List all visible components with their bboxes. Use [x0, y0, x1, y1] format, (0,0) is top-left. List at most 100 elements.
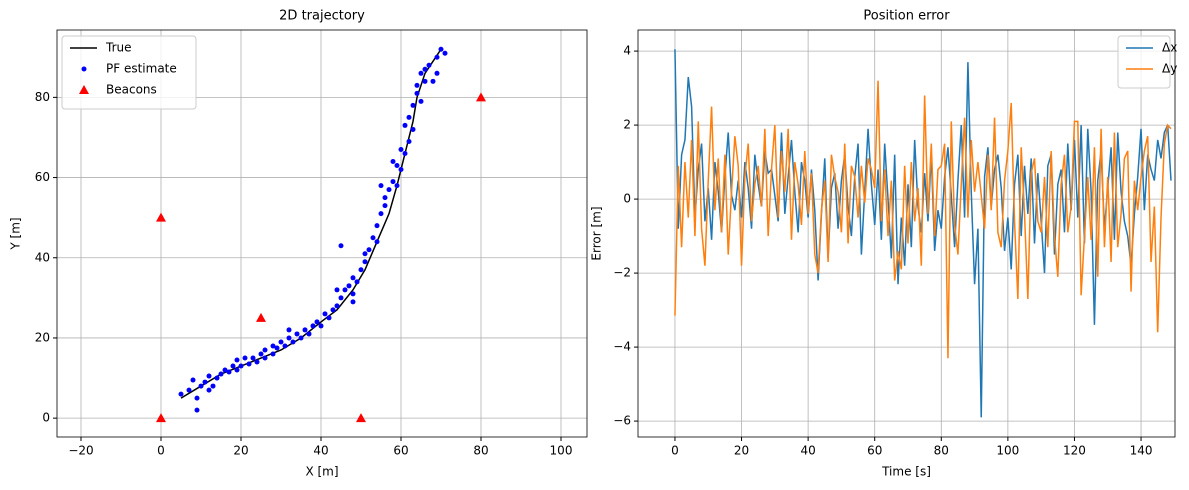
point	[246, 361, 252, 367]
point	[234, 367, 240, 373]
point	[374, 223, 380, 229]
point	[426, 62, 432, 68]
point	[350, 291, 356, 297]
point	[394, 163, 400, 169]
y-tick-label: 80	[35, 90, 50, 104]
point	[226, 369, 232, 375]
point	[330, 307, 336, 313]
x-tick-label: 40	[313, 444, 328, 458]
point	[402, 122, 408, 128]
point	[278, 339, 284, 345]
legend-label: Δy	[1162, 62, 1177, 76]
point	[434, 70, 440, 76]
point	[326, 315, 332, 321]
legend-box	[1117, 35, 1171, 89]
point	[262, 347, 268, 353]
point	[406, 114, 412, 120]
point	[386, 187, 392, 193]
point	[258, 351, 264, 357]
line	[674, 80, 1172, 359]
beacon	[476, 92, 486, 102]
y-tick-label: 0	[623, 192, 631, 206]
legend-box	[61, 35, 197, 110]
point	[402, 151, 408, 157]
y-axis-label: Y [m]	[9, 217, 23, 250]
point	[322, 311, 328, 317]
x-tick-label: 80	[934, 444, 949, 458]
x-axis-label: X [m]	[305, 465, 338, 479]
point	[438, 46, 444, 52]
point	[442, 50, 448, 56]
axes-frame	[56, 29, 588, 438]
chart-title: Position error	[863, 9, 950, 24]
plot-area	[156, 46, 486, 423]
plot-area	[674, 49, 1172, 418]
point	[194, 407, 200, 413]
point	[382, 195, 388, 201]
point	[222, 367, 228, 373]
point	[398, 146, 404, 152]
x-tick-label: 20	[233, 444, 248, 458]
point	[286, 327, 292, 333]
point	[410, 102, 416, 108]
y-tick-label: 2	[623, 118, 631, 132]
beacon	[156, 413, 166, 423]
point	[274, 345, 280, 351]
x-tick-label: 100	[550, 444, 573, 458]
beacon	[256, 312, 266, 322]
point	[370, 235, 376, 241]
point	[190, 377, 196, 383]
point	[390, 179, 396, 185]
point	[378, 183, 384, 189]
point	[230, 363, 236, 369]
point	[334, 287, 340, 293]
x-tick-label: 80	[473, 444, 488, 458]
point	[430, 78, 436, 84]
y-tick-label: 60	[35, 170, 50, 184]
point	[362, 251, 368, 257]
point	[366, 247, 372, 253]
point	[354, 279, 360, 285]
point	[202, 379, 208, 385]
x-tick-label: −20	[68, 444, 93, 458]
point	[350, 299, 356, 305]
point	[310, 323, 316, 329]
y-tick-label: −2	[613, 266, 631, 280]
point	[374, 239, 380, 245]
point	[362, 259, 368, 265]
point	[338, 295, 344, 301]
legend-swatch	[79, 85, 89, 94]
x-tick-label: 20	[734, 444, 749, 458]
point	[234, 357, 240, 363]
point	[414, 82, 420, 88]
point	[262, 355, 268, 361]
point	[390, 159, 396, 165]
point	[338, 243, 344, 249]
x-tick-label: 60	[393, 444, 408, 458]
legend-label: Δx	[1162, 41, 1177, 55]
y-tick-label: 40	[35, 250, 50, 264]
y-axis-label: Error [m]	[590, 206, 604, 260]
point	[302, 327, 308, 333]
y-tick-label: 20	[35, 330, 50, 344]
point	[414, 90, 420, 96]
point	[210, 383, 216, 389]
point	[286, 335, 292, 341]
point	[394, 183, 400, 189]
x-tick-label: 100	[996, 444, 1019, 458]
point	[294, 331, 300, 337]
point	[290, 339, 296, 345]
point	[418, 98, 424, 104]
legend-label: Beacons	[106, 83, 157, 97]
legend-label: PF estimate	[106, 62, 177, 76]
point	[346, 283, 352, 289]
point	[318, 323, 324, 329]
point	[306, 331, 312, 337]
x-tick-label: 60	[867, 444, 882, 458]
point	[398, 167, 404, 173]
beacon	[156, 212, 166, 222]
point	[178, 391, 184, 397]
point	[342, 287, 348, 293]
legend-swatch	[81, 66, 87, 72]
